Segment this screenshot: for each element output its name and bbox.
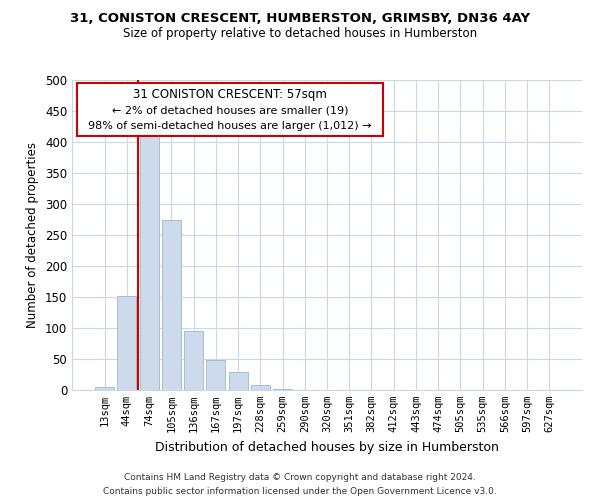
Text: 31 CONISTON CRESCENT: 57sqm: 31 CONISTON CRESCENT: 57sqm	[133, 88, 327, 101]
Text: 98% of semi-detached houses are larger (1,012) →: 98% of semi-detached houses are larger (…	[88, 122, 372, 132]
Y-axis label: Number of detached properties: Number of detached properties	[26, 142, 40, 328]
Bar	[184, 331, 203, 390]
Bar	[95, 387, 114, 390]
Bar	[162, 220, 181, 390]
Bar	[273, 389, 292, 390]
Bar	[206, 360, 225, 390]
Text: Contains HM Land Registry data © Crown copyright and database right 2024.: Contains HM Land Registry data © Crown c…	[124, 473, 476, 482]
Text: Size of property relative to detached houses in Humberston: Size of property relative to detached ho…	[123, 28, 477, 40]
Bar	[140, 130, 158, 390]
Bar	[118, 296, 136, 390]
Text: 31, CONISTON CRESCENT, HUMBERSTON, GRIMSBY, DN36 4AY: 31, CONISTON CRESCENT, HUMBERSTON, GRIMS…	[70, 12, 530, 26]
Text: ← 2% of detached houses are smaller (19): ← 2% of detached houses are smaller (19)	[112, 106, 349, 116]
X-axis label: Distribution of detached houses by size in Humberston: Distribution of detached houses by size …	[155, 440, 499, 454]
FancyBboxPatch shape	[77, 83, 383, 136]
Bar	[251, 385, 270, 390]
Bar	[229, 372, 248, 390]
Text: Contains public sector information licensed under the Open Government Licence v3: Contains public sector information licen…	[103, 486, 497, 496]
